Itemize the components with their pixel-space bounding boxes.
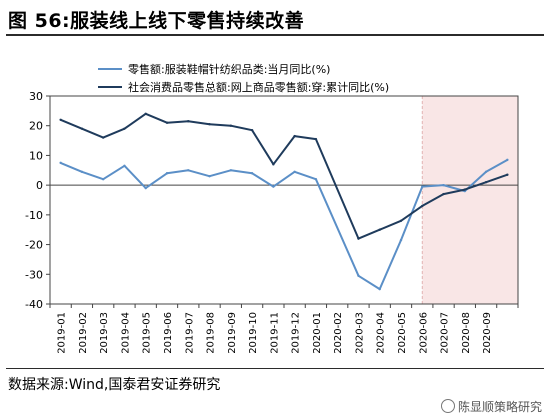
y-tick-label: -20 — [25, 239, 43, 252]
series-1-point — [442, 183, 445, 187]
x-tick-label: 2020-01 — [312, 312, 323, 354]
series-1-point — [484, 170, 488, 173]
x-tick-label: 2019-03 — [99, 312, 110, 354]
x-tick-label: 2020-03 — [354, 312, 365, 354]
series-1-point — [144, 186, 147, 190]
series-1-point — [101, 178, 105, 181]
legend-label-series-2: 社会消费品零售总额:网上商品零售额:穿:累计同比(%) — [128, 80, 389, 94]
watermark: 陈显顺策略研究 — [440, 398, 542, 415]
series-2-point — [144, 112, 147, 116]
series-2-point — [484, 180, 488, 184]
series-2-point — [59, 118, 62, 121]
x-tick-label: 2020-06 — [418, 312, 429, 354]
series-1-point — [165, 172, 169, 175]
series-1-point — [293, 170, 296, 173]
series-1-point — [272, 185, 275, 188]
chart-legend: 零售额:服装鞋帽针纺织品类:当月同比(%) 社会消费品零售总额:网上商品零售额:… — [98, 62, 389, 94]
series-1-point — [80, 170, 84, 173]
x-tick-label: 2020-04 — [376, 312, 387, 354]
series-2-point — [187, 120, 190, 123]
series-1-point — [208, 175, 211, 178]
line-chart: 零售额:服装鞋帽针纺织品类:当月同比(%) 社会消费品零售总额:网上商品零售额:… — [25, 62, 519, 354]
wechat-icon — [440, 399, 455, 413]
series-1-point — [314, 178, 318, 181]
highlight-region — [422, 96, 518, 304]
series-2-point — [314, 137, 318, 141]
y-tick-label: 30 — [29, 90, 43, 103]
x-tick-label: 2020-07 — [440, 312, 451, 354]
x-tick-label: 2019-05 — [142, 312, 153, 354]
series-2-point — [463, 188, 467, 191]
series-2-point — [229, 124, 233, 127]
x-tick-label: 2019-07 — [184, 312, 195, 354]
series-1-point — [123, 164, 126, 168]
x-tick-label: 2019-06 — [163, 312, 174, 354]
series-1-point — [421, 185, 424, 188]
x-tick-label: 2019-08 — [206, 312, 217, 354]
x-tick-label: 2019-12 — [291, 312, 302, 354]
y-tick-label: -30 — [25, 268, 43, 281]
x-tick-label: 2019-01 — [57, 312, 68, 354]
series-2-point — [421, 204, 424, 208]
figure-title: 图 56:服装线上线下零售持续改善 — [8, 10, 305, 32]
title-divider — [6, 34, 544, 36]
series-2-point — [399, 219, 403, 222]
series-1-point — [250, 172, 254, 175]
x-tick-label: 2019-10 — [248, 312, 259, 354]
series-2-point — [272, 163, 275, 166]
series-2-point — [101, 136, 105, 139]
series-2-point — [80, 127, 84, 130]
series-2-point — [165, 121, 169, 124]
y-tick-label: 10 — [29, 149, 43, 162]
source-note: 数据来源:Wind,国泰君安证券研究 — [8, 377, 221, 393]
series-2-point — [123, 127, 126, 130]
x-tick-label: 2020-02 — [333, 312, 344, 354]
y-tick-label: 20 — [29, 120, 43, 133]
source-divider — [6, 368, 544, 369]
y-tick-label: -40 — [25, 298, 43, 311]
y-tick-label: 0 — [36, 179, 43, 192]
y-tick-label: -10 — [25, 209, 43, 222]
x-tick-label: 2020-05 — [397, 312, 408, 354]
series-2-point — [506, 173, 509, 176]
watermark-text: 陈显顺策略研究 — [457, 400, 542, 414]
x-tick-label: 2019-02 — [78, 312, 89, 354]
series-2-point — [208, 123, 211, 126]
series-2-point — [357, 237, 360, 240]
x-tick-label: 2020-09 — [482, 312, 493, 354]
series-1-point — [357, 274, 360, 277]
x-tick-label: 2019-09 — [227, 312, 238, 354]
series-2-point — [250, 128, 254, 132]
series-1-point — [399, 238, 403, 242]
series-2-point — [378, 228, 381, 231]
series-1-point — [506, 158, 509, 162]
series-1-point — [59, 161, 62, 165]
series-1-point — [229, 169, 233, 172]
series-1-point — [378, 287, 381, 291]
x-tick-label: 2019-04 — [120, 312, 131, 354]
x-tick-label: 2019-11 — [269, 312, 280, 354]
series-1-point — [187, 169, 190, 172]
series-2-point — [442, 192, 445, 196]
legend-label-series-1: 零售额:服装鞋帽针纺织品类:当月同比(%) — [128, 62, 330, 76]
x-tick-label: 2020-08 — [461, 312, 472, 354]
series-2-point — [293, 134, 296, 138]
